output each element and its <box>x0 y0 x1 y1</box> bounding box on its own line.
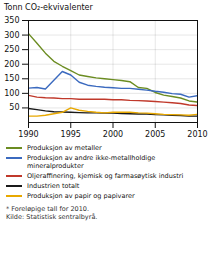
html-text:* Foreløpige tall for 2010.: * Foreløpige tall for 2010. <box>6 205 90 213</box>
html-text:Tonn CO₂-ekvivalenter: Tonn CO₂-ekvivalenter <box>4 3 93 12</box>
html-text:Produksjon av andre ikke-metal: Produksjon av andre ikke-metallholdige m… <box>27 154 156 170</box>
svg-text:250: 250 <box>4 45 19 54</box>
svg-text:100: 100 <box>4 89 19 98</box>
html-text:Produksjon av metaller: Produksjon av metaller <box>27 144 102 152</box>
svg-text:50: 50 <box>9 103 19 112</box>
svg-text:150: 150 <box>4 74 19 83</box>
svg-text:2000: 2000 <box>103 130 123 139</box>
svg-text:2005: 2005 <box>145 130 165 139</box>
svg-text:350: 350 <box>4 16 19 25</box>
html-text:Kilde: Statistisk sentralbyrå.: Kilde: Statistisk sentralbyrå. <box>6 213 98 221</box>
svg-text:1990: 1990 <box>18 130 38 139</box>
svg-text:1995: 1995 <box>61 130 81 139</box>
html-text:Produksjon av papir og papivar: Produksjon av papir og papivarer <box>27 192 135 200</box>
svg-text:2010: 2010 <box>187 130 207 139</box>
svg-text:300: 300 <box>4 31 19 40</box>
svg-text:200: 200 <box>4 60 19 69</box>
html-text:Industrien totalt: Industrien totalt <box>27 182 80 190</box>
html-text:Oljeraffinering, kjemisk og fa: Oljeraffinering, kjemisk og farmasøytisk… <box>27 172 184 180</box>
